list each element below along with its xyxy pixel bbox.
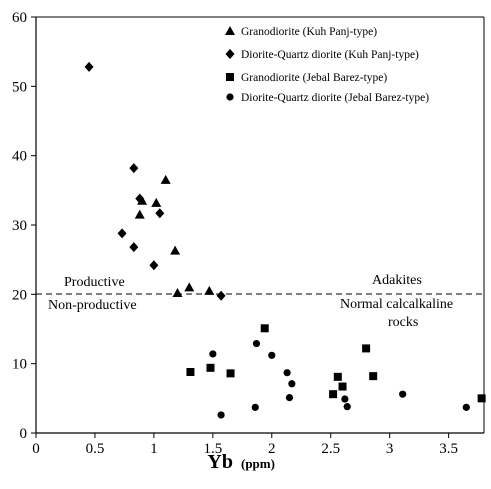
circle-point [268, 351, 276, 359]
triangle-point [172, 287, 183, 297]
y-tick-label: 20 [12, 287, 27, 303]
circle-point [462, 403, 470, 411]
square-point [260, 324, 269, 333]
circle-point [341, 395, 349, 403]
x-tick-label: 1.5 [203, 441, 222, 457]
x-axis-label: Yb [207, 451, 233, 473]
legend-entry-label: Granodiorite (Jebal Barez-type) [241, 72, 387, 84]
annotation-rocks: rocks [388, 315, 418, 330]
y-axis-ticks: 0 10 20 30 40 50 60 [12, 10, 36, 442]
x-tick-label: 0.5 [86, 441, 105, 457]
square-point [186, 367, 195, 376]
annotation-adakites: Adakites [372, 273, 422, 288]
square-point [477, 394, 486, 403]
triangle-point [151, 197, 162, 207]
circle-point [283, 369, 291, 377]
y-tick-label: 60 [12, 10, 27, 26]
square-point [329, 390, 338, 399]
square-point [338, 382, 347, 391]
legend-circle-marker [226, 93, 234, 101]
diamond-point [84, 61, 94, 72]
y-tick-label: 10 [12, 357, 27, 373]
legend-entry-label: Diorite-Quartz diorite (Jebal Barez-type… [241, 92, 429, 104]
circle-point [251, 403, 259, 411]
triangle-point [170, 245, 181, 255]
diamond-point [216, 290, 226, 301]
square-point [362, 344, 371, 353]
diamond-point [129, 163, 139, 174]
diamond-point [117, 228, 127, 239]
x-axis-title: Yb (ppm) [207, 451, 275, 473]
annotation-normal-calcalkaline: Normal calcalkaline [340, 297, 453, 312]
circle-point [252, 339, 261, 348]
data-points [84, 61, 486, 419]
square-point [369, 372, 378, 381]
legend-triangle-marker [225, 26, 235, 35]
diamond-point [155, 208, 165, 219]
legend: Granodiorite (Kuh Panj-type) Diorite-Quar… [225, 26, 429, 104]
diamond-point [129, 242, 139, 253]
legend-entry-label: Diorite-Quartz diorite (Kuh Panj-type) [241, 49, 419, 61]
triangle-point [160, 174, 171, 184]
x-tick-label: 3.5 [439, 441, 458, 457]
triangle-point [204, 285, 215, 295]
diamond-point [135, 193, 145, 204]
x-tick-label: 0 [32, 441, 40, 457]
circle-point [343, 403, 351, 411]
square-point [333, 372, 342, 381]
circle-point [209, 350, 217, 358]
circle-point [285, 394, 294, 402]
annotations: Productive Non-productive Adakites Norma… [48, 273, 453, 330]
circle-point [288, 380, 296, 388]
legend-square-marker [226, 73, 234, 81]
annotation-non-productive: Non-productive [48, 298, 137, 313]
x-tick-label: 3 [386, 441, 394, 457]
triangle-point [134, 209, 145, 219]
annotation-productive: Productive [64, 275, 125, 290]
circle-point [399, 390, 407, 398]
square-point [206, 363, 215, 372]
x-axis-unit: (ppm) [241, 456, 275, 471]
triangle-point [184, 282, 195, 292]
y-tick-label: 50 [12, 79, 27, 95]
x-tick-label: 2 [268, 441, 276, 457]
x-tick-label: 2.5 [321, 441, 340, 457]
y-tick-label: 40 [12, 149, 27, 165]
legend-entry-label: Granodiorite (Kuh Panj-type) [241, 26, 377, 38]
legend-diamond-marker [225, 49, 235, 59]
y-tick-label: 0 [20, 426, 28, 442]
circle-point [217, 411, 225, 419]
x-tick-label: 1 [150, 441, 158, 457]
x-axis-ticks: 0 0.5 1 1.5 2 2.5 3 3.5 [32, 433, 458, 457]
diamond-point [149, 260, 159, 271]
square-point [226, 369, 235, 378]
y-tick-label: 30 [12, 218, 27, 234]
